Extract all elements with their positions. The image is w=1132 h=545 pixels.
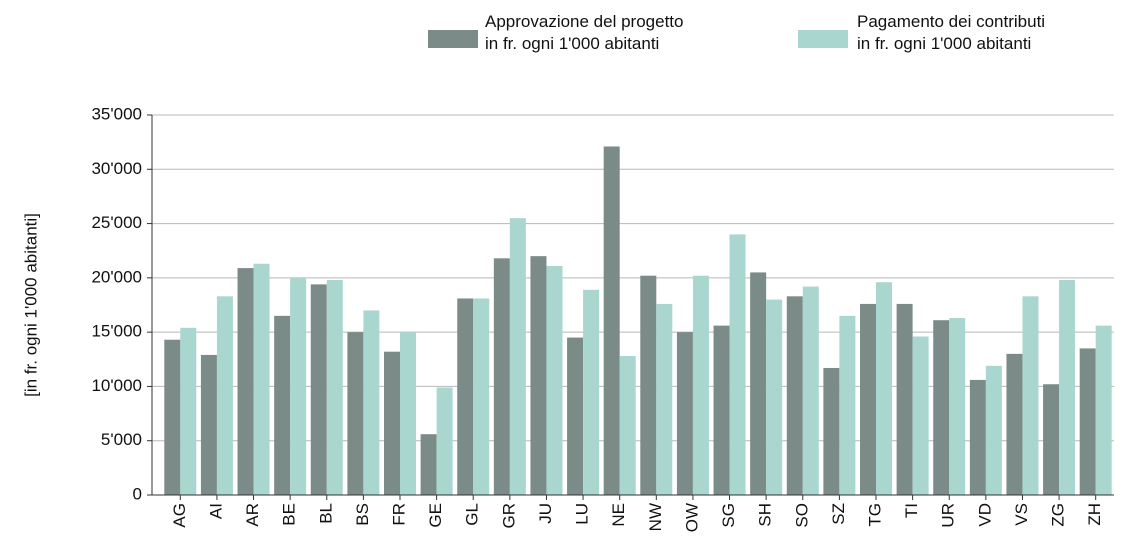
bar (876, 282, 892, 495)
x-tick-label: JU (536, 503, 555, 524)
y-tick-label: 25'000 (91, 213, 142, 232)
x-tick-label: NE (609, 503, 628, 527)
bar (237, 268, 254, 495)
bar (692, 275, 709, 495)
x-tick-label: VS (1012, 503, 1031, 526)
bar (676, 332, 693, 495)
x-tick-label: AI (206, 503, 225, 519)
bar (384, 351, 400, 495)
bar (1079, 348, 1096, 495)
bar (839, 315, 856, 495)
bar (1043, 384, 1060, 495)
x-tick-label: TI (902, 503, 921, 518)
bar (619, 356, 636, 495)
x-tick-label: ZG (1049, 503, 1068, 527)
bar (200, 354, 217, 495)
x-tick-label: BE (280, 503, 299, 526)
bar (164, 339, 181, 495)
bar (933, 320, 950, 495)
bar (420, 434, 437, 495)
bar (274, 315, 291, 495)
x-tick-label: AR (243, 503, 262, 527)
bar (363, 310, 380, 495)
bar (457, 298, 474, 495)
bar (656, 303, 673, 495)
bar (326, 280, 343, 495)
x-tick-label: OW (682, 503, 701, 532)
bar (583, 289, 600, 495)
bar (750, 272, 767, 495)
bar (400, 332, 416, 495)
y-tick-label: 10'000 (91, 376, 142, 395)
bar (640, 275, 657, 495)
bar (1006, 353, 1023, 495)
bar (766, 299, 783, 495)
y-tick-label: 20'000 (91, 267, 142, 286)
y-tick-label: 35'000 (91, 104, 142, 123)
x-tick-label: LU (573, 503, 592, 525)
x-tick-label: GL (463, 503, 482, 526)
bar (949, 318, 966, 495)
bar (912, 336, 929, 495)
bar (290, 277, 307, 495)
bar (253, 263, 270, 495)
y-tick-label: 0 (133, 484, 142, 503)
bar (969, 379, 986, 495)
bar (802, 286, 819, 495)
bar (347, 332, 364, 495)
y-tick-label: 15'000 (91, 322, 142, 341)
x-tick-label: BS (353, 503, 372, 526)
bar (823, 367, 840, 495)
legend-label: Approvazione del progetto in fr. ogni 1'… (485, 12, 684, 53)
bar (713, 325, 730, 495)
bar (860, 303, 876, 495)
bar (546, 265, 563, 495)
x-tick-label: SH (756, 503, 775, 527)
bar (786, 296, 803, 495)
legend-label: Pagamento dei contributi in fr. ogni 1'0… (857, 12, 1046, 53)
bar (436, 387, 453, 495)
x-tick-label: GE (426, 503, 445, 528)
bar (509, 218, 526, 495)
bar (493, 258, 510, 495)
bar (530, 256, 547, 495)
bar (567, 337, 584, 495)
bar (896, 303, 913, 495)
x-tick-label: ZH (1085, 503, 1104, 526)
bar (216, 296, 233, 495)
x-tick-label: UR (939, 503, 958, 528)
x-tick-label: VD (975, 503, 994, 527)
bar (1059, 280, 1076, 495)
x-tick-label: NW (646, 503, 665, 531)
bar (1022, 296, 1039, 495)
bar (180, 327, 197, 495)
bar (985, 365, 1002, 495)
bar (1095, 325, 1112, 495)
x-tick-label: SG (719, 503, 738, 528)
y-axis-label: [in fr. ogni 1'000 abitanti] (21, 213, 40, 397)
y-tick-label: 5'000 (101, 430, 142, 449)
bar (473, 298, 490, 495)
x-tick-label: GR (499, 503, 518, 528)
x-tick-label: SO (792, 503, 811, 528)
x-tick-label: SZ (829, 503, 848, 525)
x-tick-label: BL (316, 503, 335, 524)
legend-swatch (428, 30, 478, 48)
bar (310, 284, 327, 495)
x-tick-label: AG (170, 503, 189, 528)
y-tick-label: 30'000 (91, 159, 142, 178)
bar (603, 146, 620, 495)
x-tick-label: TG (865, 503, 884, 527)
x-tick-label: FR (389, 503, 408, 526)
legend-swatch (798, 30, 848, 48)
bar (729, 234, 746, 495)
